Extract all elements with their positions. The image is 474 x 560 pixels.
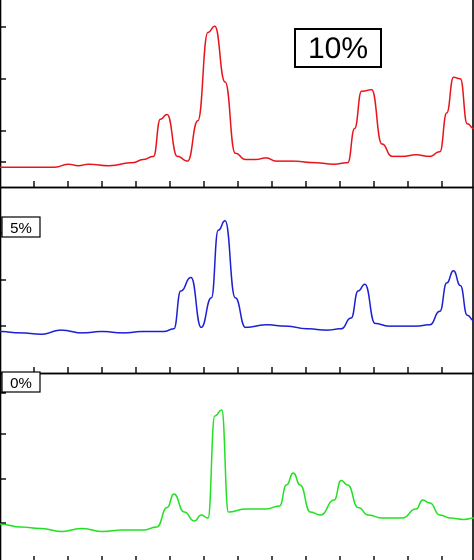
panel-label: 10% <box>308 32 368 65</box>
panel-label-box <box>1 371 41 393</box>
panel-2: 5% <box>0 186 474 375</box>
panel-label: 5% <box>10 220 32 237</box>
series-line-1 <box>0 25 474 169</box>
panel-frame <box>0 186 474 375</box>
panel-1: 10% <box>0 0 474 189</box>
panel-label: 0% <box>10 375 32 392</box>
series-line-2 <box>0 220 474 335</box>
panel-frame <box>0 0 474 189</box>
panel-label-box <box>294 28 382 68</box>
panel-label-box <box>1 216 41 238</box>
panel-frame <box>0 372 474 560</box>
panel-3: 0% <box>0 371 474 560</box>
series-line-3 <box>0 409 474 533</box>
